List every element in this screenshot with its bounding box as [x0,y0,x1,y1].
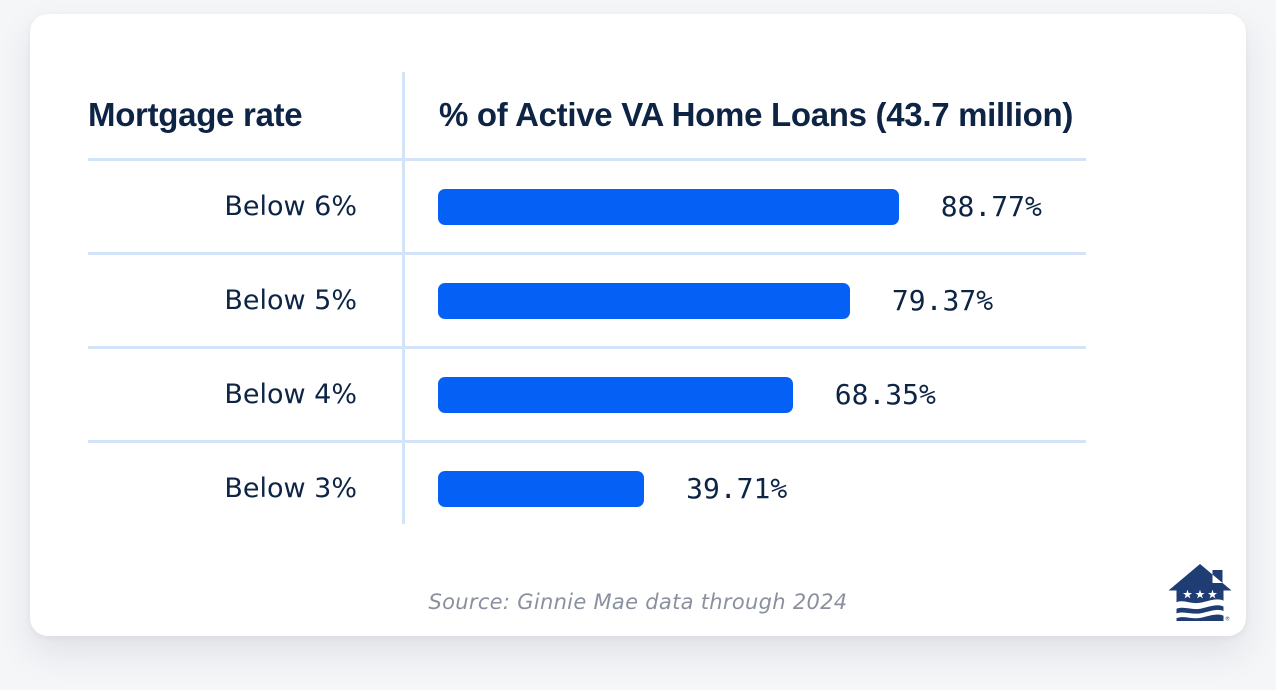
table-row: Below 5% 79.37% [88,252,1086,346]
bar-cell: 79.37% [403,282,1086,319]
house-stars-flag-logo: ® [1168,564,1232,622]
value-label: 68.35% [834,378,936,411]
value-label: 39.71% [686,472,788,505]
value-bar [438,376,793,413]
star-icons [1182,589,1218,599]
rate-label: Below 4% [224,379,357,410]
value-bar [438,282,850,319]
chart-card: Mortgage rate % of Active VA Home Loans … [30,14,1246,636]
rate-label: Below 6% [224,191,357,222]
source-note: Source: Ginnie Mae data through 2024 [428,590,848,614]
bar-cell: 68.35% [403,376,1086,413]
registered-trademark-symbol: ® [1225,616,1230,622]
column-header-active-loans: % of Active VA Home Loans (43.7 million) [439,96,1074,133]
table-row: Below 3% 39.71% [88,440,1086,534]
rate-label: Below 3% [224,473,357,504]
bar-cell: 88.77% [403,188,1086,225]
column-divider-line [402,72,405,524]
table-row: Below 4% 68.35% [88,346,1086,440]
table-row: Below 6% 88.77% [88,158,1086,252]
bar-cell: 39.71% [403,470,1086,507]
value-label: 79.37% [891,284,994,317]
value-bar [438,470,645,507]
value-bar [438,188,899,225]
loan-rate-table: Mortgage rate % of Active VA Home Loans … [88,72,1086,534]
value-label: 88.77% [940,190,1042,223]
column-header-mortgage-rate: Mortgage rate [88,96,303,133]
rate-label: Below 5% [224,285,357,316]
table-header-row: Mortgage rate % of Active VA Home Loans … [88,72,1086,158]
table-rows: Below 6% 88.77% Below 5% 79.37% Below 4%… [88,158,1086,534]
